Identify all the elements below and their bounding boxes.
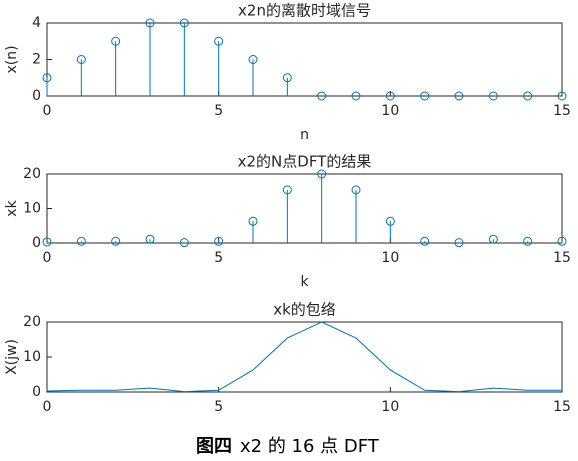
y-tick-label: 0	[32, 88, 41, 104]
x-tick-label: 15	[553, 399, 571, 415]
stem-marker	[351, 185, 361, 195]
stem-marker	[248, 216, 258, 226]
y-tick-label: 0	[32, 235, 41, 251]
stem-marker	[42, 237, 52, 247]
envelope-line	[46, 321, 562, 393]
stem-marker	[557, 236, 567, 246]
caption-text: x2 的 16 点 DFT	[240, 436, 380, 457]
stem-marker	[557, 91, 567, 101]
stem-marker	[282, 185, 292, 195]
y-tick-label: 2	[32, 52, 41, 68]
x-tick-label: 5	[214, 250, 223, 266]
stem-marker	[145, 234, 155, 244]
y-tick-label: 4	[32, 15, 41, 31]
stem-marker	[488, 91, 498, 101]
x-tick-label: 10	[381, 399, 399, 415]
stem-marker	[454, 91, 464, 101]
stem-marker	[420, 236, 430, 246]
x-tick-label: 10	[381, 103, 399, 119]
x-tick-label: 15	[553, 103, 571, 119]
stem-marker	[42, 73, 52, 83]
chart-title: x2的N点DFT的结果	[238, 153, 372, 171]
stem-marker	[317, 91, 327, 101]
stem-marker	[523, 91, 533, 101]
x-tick-label: 10	[381, 250, 399, 266]
x-tick-label: 15	[553, 250, 571, 266]
y-tick-label: 10	[23, 201, 41, 217]
x-tick-label: 0	[43, 103, 52, 119]
chart-title: xk的包络	[273, 301, 336, 319]
x-tick-label: 0	[43, 399, 52, 415]
stem-marker	[454, 238, 464, 248]
caption-label: 图四	[196, 436, 232, 457]
y-axis-label: x(n)	[4, 45, 20, 73]
stem-marker	[488, 234, 498, 244]
stem-marker	[282, 73, 292, 83]
y-tick-label: 20	[23, 314, 41, 330]
y-tick-label: 0	[32, 384, 41, 400]
stem-marker	[111, 236, 121, 246]
stem-marker	[523, 236, 533, 246]
stem-marker	[214, 236, 224, 246]
stem-marker	[351, 91, 361, 101]
stem-marker	[214, 36, 224, 46]
y-tick-label: 10	[23, 349, 41, 365]
stem-marker	[385, 216, 395, 226]
stem-marker	[179, 18, 189, 28]
stem-marker	[317, 169, 327, 179]
stem-marker	[145, 18, 155, 28]
stem-marker	[179, 238, 189, 248]
y-axis-label: X(jw)	[4, 339, 20, 375]
stem-marker	[420, 91, 430, 101]
y-tick-label: 20	[23, 166, 41, 182]
stem-marker	[248, 55, 258, 64]
x-axis-label: k	[300, 274, 309, 290]
x-tick-label: 0	[43, 250, 52, 266]
y-axis-label: xk	[4, 199, 20, 216]
stem-marker	[385, 91, 395, 101]
stem-marker	[76, 236, 86, 246]
x-axis-label: n	[300, 127, 309, 143]
stem-marker	[76, 55, 86, 64]
stem-marker	[111, 36, 121, 46]
x-tick-label: 5	[214, 399, 223, 415]
chart-title: x2n的离散时域信号	[238, 2, 371, 20]
x-tick-label: 5	[214, 103, 223, 119]
